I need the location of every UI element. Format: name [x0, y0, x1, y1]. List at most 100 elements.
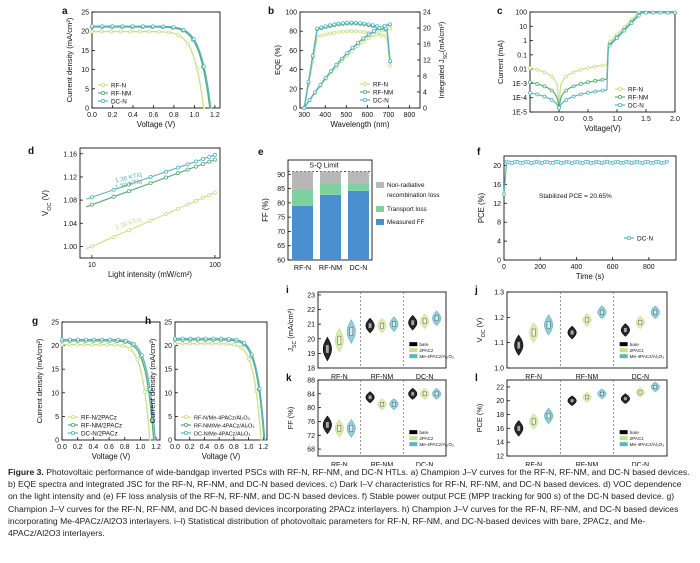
panel-i-box [325, 344, 330, 354]
panel-b-xtick-label: 500 [340, 112, 352, 119]
panel-c-marker [615, 36, 619, 41]
panel-h-marker [211, 336, 216, 341]
panel-e-ytick-label: 60 [277, 258, 285, 265]
panel-k-box [349, 425, 354, 432]
panel-e-bar-nonrad [292, 171, 313, 190]
panel-b-marker [382, 23, 387, 28]
panel-b-marker [345, 20, 350, 25]
panel-b-marker [310, 53, 315, 58]
panel-d-point [207, 159, 212, 164]
panel-e-bar-measured [320, 194, 341, 260]
panel-h-letter: h [145, 316, 151, 327]
panel-h-marker [234, 337, 239, 342]
panel-b-marker [388, 63, 393, 68]
panel-c-series-line [529, 12, 675, 108]
panel-l-legend-label: 2PACz [630, 436, 645, 441]
panel-g-legend-label: DC-N/2PACz [81, 430, 118, 437]
panel-i-box [368, 322, 372, 329]
panel-a-marker [130, 24, 135, 29]
panel-g-marker [112, 342, 117, 347]
panel-f-ytick-label: 8 [497, 220, 501, 227]
panel-l-ylabel: PCE (%) [475, 404, 484, 433]
panel-g-xtick-label: 0.6 [104, 444, 114, 451]
panel-b-marker [307, 98, 312, 102]
panel-c-ytick-label: 10 [519, 24, 527, 31]
panel-h-marker [173, 336, 177, 341]
panel-j-ytick-label: 1.1 [494, 340, 504, 347]
panel-d-point [185, 202, 190, 207]
panel-c-ytick-label: 0.1 [517, 52, 527, 59]
panel-j-legend-label: Me-4PACz/Al₂O₃ [630, 354, 665, 359]
panel-b-ytick2-label: 0 [423, 106, 427, 113]
panel-h-marker [203, 336, 208, 341]
panel-c-marker [593, 89, 598, 94]
panel-f-ytick-label: 0 [497, 258, 501, 265]
panel-h-xtick-label: 0.4 [200, 444, 210, 451]
panel-h-marker [210, 341, 214, 346]
panel-d-ytick-label: 1.04 [63, 221, 77, 228]
panel-d-point [89, 244, 94, 249]
panel-e-ylabel: FF (%) [261, 198, 270, 222]
panel-e-ytick-label: 75 [277, 215, 285, 222]
panel-k-letter: k [286, 373, 292, 384]
panel-j-ylabel: VOC (V) [475, 318, 487, 343]
panel-a-xtick-label: 0.8 [169, 112, 179, 119]
panel-b-legend-label: RF-N [373, 81, 388, 88]
panel-c-marker [578, 82, 583, 86]
panel-d-point [148, 175, 153, 180]
panel-e-category-label: RF-N [294, 263, 311, 272]
panel-c-series-line [529, 12, 675, 109]
panel-d-point [175, 165, 180, 170]
panel-b-legend-marker [362, 97, 368, 103]
panel-g-marker [124, 338, 128, 343]
panel-i-box [337, 335, 342, 345]
panel-j-legend-swatch [619, 348, 628, 353]
panel-a-ylabel: Current density (mA/cm²) [65, 17, 74, 102]
panel-a-marker [157, 29, 161, 34]
panel-c-marker [549, 98, 554, 102]
panel-i-ytick-label: 20 [307, 336, 315, 343]
panel-d-letter: d [28, 146, 34, 157]
panel-h-marker [224, 342, 229, 346]
panel-k-ylabel: FF (%) [286, 407, 295, 430]
panel-k-box [422, 391, 427, 396]
panel-b-marker [388, 22, 393, 27]
panel-d-point [111, 194, 116, 199]
figure-canvas: a0.0 0.2 0.4 0.6 0.8 1.0 1.20510152025Voltage … [28, 6, 680, 466]
panel-b-marker [340, 29, 345, 34]
panel-h-marker [180, 336, 185, 341]
panel-c-legend-marker [617, 102, 623, 108]
panel-g-marker [108, 337, 112, 342]
panel-c-marker [571, 70, 576, 75]
panel-d-point [126, 182, 131, 187]
panel-d-point [111, 234, 116, 239]
panel-a-marker [161, 24, 166, 29]
panel-e-bar-nonrad [320, 171, 341, 184]
panel-f-marker [665, 159, 669, 164]
panel-k-legend-swatch [409, 442, 418, 447]
panel-b-ytick2-label: 12 [423, 58, 431, 65]
panel-l-box [623, 396, 628, 401]
panel-b-marker [345, 51, 350, 55]
panel-c-marker [564, 74, 569, 79]
panel-a-marker [128, 29, 133, 34]
panel-c-ytick-label: 100 [515, 10, 527, 17]
panel-b-marker [355, 44, 360, 49]
panel-a-marker [100, 24, 105, 29]
panel-l-group-label: RF-N [525, 462, 542, 466]
panel-c-marker [586, 80, 590, 85]
panel-e-ytick-label: 70 [277, 229, 285, 236]
panel-a-marker [151, 24, 155, 29]
panel-b-marker [340, 21, 345, 25]
panel-a-marker [166, 30, 171, 35]
panel-e-legend-label: Non-radiative [387, 182, 425, 189]
panel-k-ytick-label: 68 [307, 447, 315, 454]
panel-i-legend-swatch [409, 342, 418, 347]
panel-a-marker [110, 24, 115, 29]
panel-h-ytick-label: 15 [164, 367, 172, 374]
panel-g-marker [148, 387, 152, 391]
panel-d-point [175, 206, 180, 211]
panel-d-point [207, 154, 212, 159]
panel-b-marker [361, 36, 366, 41]
panel-c-marker [644, 10, 648, 15]
